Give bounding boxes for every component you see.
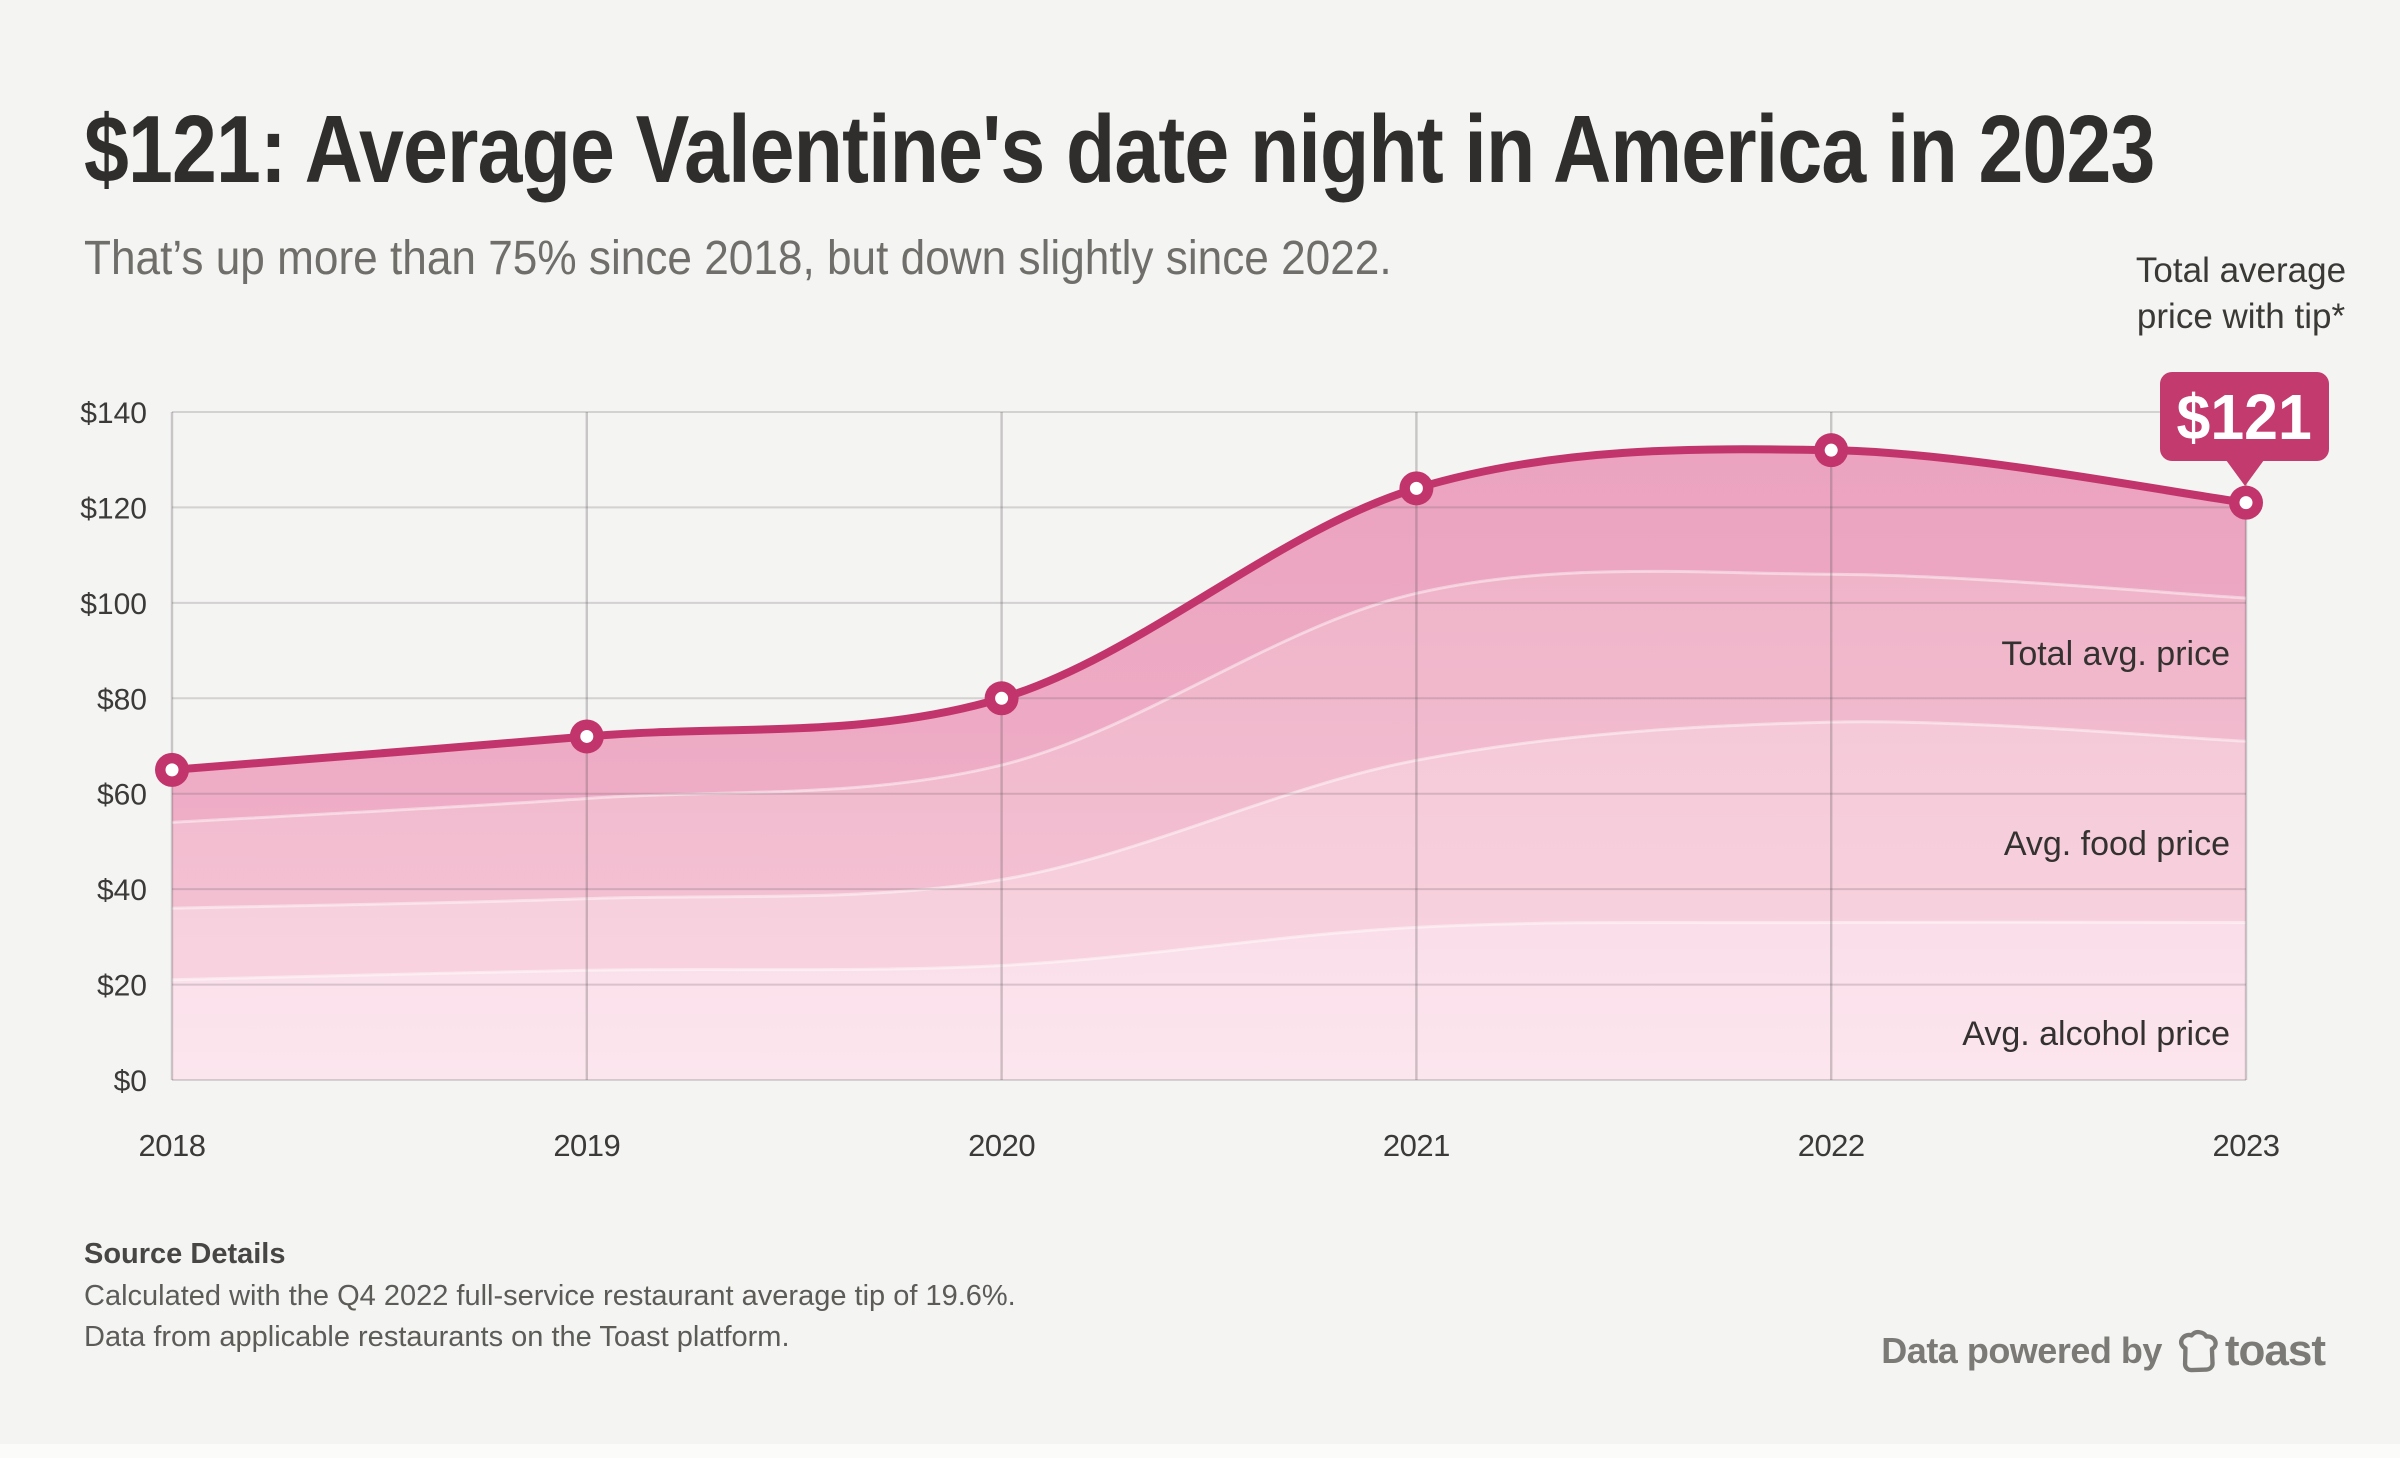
band-edge: [171, 569, 2247, 824]
page-title: $121: Average Valentine's date night in …: [84, 96, 2155, 203]
callout-badge-pointer-icon: [2226, 460, 2264, 486]
data-point-marker-hole: [995, 691, 1009, 705]
data-point-marker-hole: [1824, 443, 1838, 457]
credit-text: Data powered by: [1881, 1330, 2162, 1371]
callout-badge: $121: [2160, 372, 2329, 461]
y-tick-label: $0: [114, 1065, 147, 1098]
band-edge: [171, 920, 2247, 982]
data-point-marker-hole: [580, 729, 594, 743]
toast-credit: Data powered by toast: [1881, 1326, 2326, 1376]
band-label-avg-food-price: Avg. food price: [2003, 825, 2230, 863]
x-tick-label: 2021: [1383, 1128, 1450, 1163]
source-details-line: Data from applicable restaurants on the …: [84, 1321, 790, 1353]
toast-wordmark: toast: [2224, 1326, 2326, 1375]
x-tick-label: 2018: [139, 1128, 206, 1163]
toast-bread-icon: [2178, 1329, 2218, 1373]
y-tick-label: $20: [97, 970, 147, 1003]
band-2: [172, 721, 2246, 980]
data-point-marker-hole: [165, 763, 179, 777]
page-subtitle: That’s up more than 75% since 2018, but …: [84, 232, 1392, 285]
y-tick-label: $140: [80, 397, 147, 430]
x-tick-label: 2023: [2213, 1128, 2280, 1163]
x-axis-tick-labels: 2018 2019 2020 2021 2022 2023: [139, 1128, 2280, 1163]
with-tip-line-path: [168, 445, 2250, 774]
source-details-heading: Source Details: [84, 1238, 286, 1270]
callout-value: $121: [2176, 380, 2313, 453]
y-tick-label: $100: [80, 588, 147, 621]
total-with-tip-line: [168, 445, 2250, 774]
band-1: [172, 571, 2246, 909]
data-point-markers: [155, 433, 2263, 787]
footer-strip: [0, 1444, 2400, 1458]
y-axis-tick-labels: $0 $20 $40 $60 $80 $100 $120 $140: [80, 397, 147, 1098]
area-bands: [172, 449, 2246, 1080]
source-details-line: Calculated with the Q4 2022 full-service…: [84, 1279, 1016, 1312]
y-tick-label: $60: [97, 779, 147, 812]
gridlines: [170, 411, 2248, 1081]
band-edge: [171, 720, 2247, 910]
data-point-marker-hole: [2239, 496, 2253, 510]
x-tick-label: 2022: [1798, 1128, 1865, 1163]
band-3: [172, 922, 2246, 1080]
band-0: [172, 449, 2246, 823]
source-details-block: Source Details Calculated with the Q4 20…: [84, 1234, 1016, 1359]
x-tick-label: 2020: [968, 1128, 1035, 1163]
y-tick-label: $80: [97, 683, 147, 716]
y-tick-label: $120: [80, 492, 147, 525]
band-label-total-avg-price: Total avg. price: [2001, 635, 2230, 673]
band-edge-highlights: [171, 569, 2247, 982]
data-point-marker-hole: [1409, 481, 1423, 495]
band-label-avg-alcohol-price: Avg. alcohol price: [1962, 1015, 2230, 1053]
x-tick-label: 2019: [553, 1128, 620, 1163]
callout-annotation: Total average price with tip*: [2135, 251, 2347, 336]
y-tick-label: $40: [97, 874, 147, 907]
